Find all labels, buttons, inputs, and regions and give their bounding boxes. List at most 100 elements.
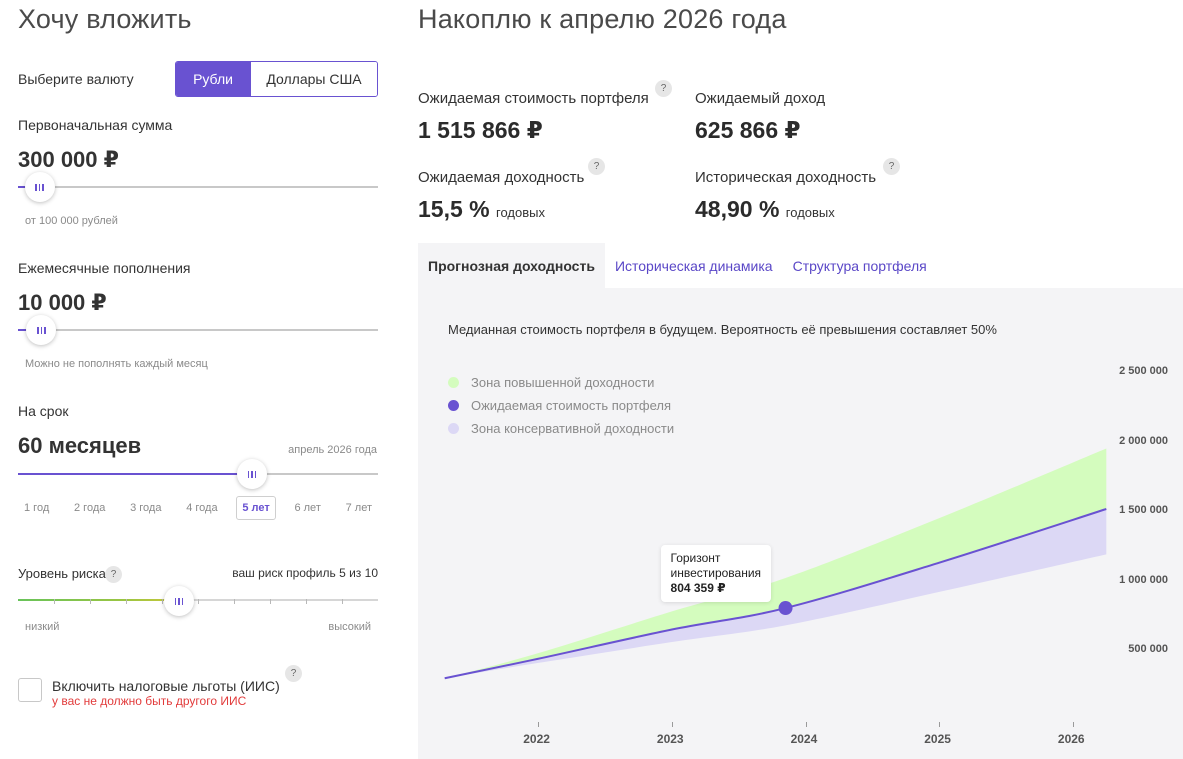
x-tick-label: 2026: [1057, 732, 1085, 746]
legend-expected: Ожидаемая стоимость портфеля: [448, 398, 671, 413]
initial-amount-slider-thumb[interactable]: [24, 172, 55, 202]
term-label: На срок: [18, 403, 69, 419]
result-title: Накоплю к апрелю 2026 года: [418, 4, 787, 34]
x-tick-mark: [939, 722, 941, 727]
initial-amount-label: Первоначальная сумма: [18, 117, 173, 133]
term-slider-thumb[interactable]: [237, 459, 267, 489]
legend-lower-label: Зона консервативной доходности: [471, 421, 675, 436]
expected-value-line: [444, 508, 1107, 680]
term-option[interactable]: 1 год: [24, 502, 50, 514]
monthly-value[interactable]: 10 000 ₽: [18, 290, 107, 315]
term-option[interactable]: 5 лет: [236, 496, 276, 520]
yield-unit: годовых: [496, 205, 545, 220]
income-value: 625 866 ₽: [695, 117, 801, 143]
yield-value-row: 15,5 % годовых: [418, 196, 545, 223]
horizon-tooltip: Горизонт инвестирования 804 359 ₽: [660, 545, 772, 603]
term-value[interactable]: 60 месяцев: [18, 433, 142, 458]
risk-tick: [126, 599, 127, 604]
tab-structure[interactable]: Структура портфеля: [792, 257, 927, 274]
x-tick-label: 2024: [790, 732, 818, 746]
legend-upper-label: Зона повышенной доходности: [471, 375, 655, 390]
legend-lower-zone: Зона консервативной доходности: [448, 421, 674, 436]
x-tick-mark: [538, 722, 540, 727]
y-tick-label: 1 000 000: [1119, 573, 1168, 586]
risk-profile-text: ваш риск профиль 5 из 10: [232, 566, 378, 580]
result-tabs: Прогнозная доходность Историческая динам…: [418, 243, 937, 288]
tax-benefit-checkbox[interactable]: [18, 678, 42, 702]
term-option[interactable]: 3 года: [130, 502, 162, 514]
y-tick-label: 1 500 000: [1119, 504, 1168, 517]
x-tick-mark: [1072, 722, 1074, 727]
initial-amount-hint: от 100 000 рублей: [25, 215, 118, 227]
forecast-chart: [444, 448, 1107, 680]
y-tick-label: 2 500 000: [1119, 365, 1168, 377]
historical-yield-help-icon[interactable]: ?: [883, 158, 900, 175]
tooltip-line2: инвестирования: [670, 566, 762, 581]
initial-amount-track[interactable]: [18, 186, 378, 188]
x-tick-mark: [671, 722, 673, 727]
income-label: Ожидаемый доход: [695, 90, 826, 107]
tab-historical[interactable]: Историческая динамика: [614, 257, 773, 274]
tax-help-icon[interactable]: ?: [285, 665, 302, 682]
y-tick-label: 2 000 000: [1119, 434, 1168, 447]
term-end-date: апрель 2026 года: [288, 444, 377, 456]
term-option[interactable]: 7 лет: [345, 502, 372, 514]
yield-help-icon[interactable]: ?: [588, 158, 605, 175]
term-option[interactable]: 2 года: [74, 502, 106, 514]
grip-icon: [37, 326, 46, 334]
initial-amount-value[interactable]: 300 000 ₽: [18, 147, 119, 172]
tax-benefit-label[interactable]: Включить налоговые льготы (ИИС): [52, 678, 280, 694]
historical-yield-row: 48,90 % годовых: [695, 196, 835, 223]
grip-icon: [247, 470, 257, 478]
monthly-label: Ежемесячные пополнения: [18, 260, 191, 276]
risk-tick: [54, 599, 55, 604]
currency-label: Выберите валюту: [18, 71, 134, 87]
legend-upper-zone: Зона повышенной доходности: [448, 375, 654, 390]
horizon-marker: [778, 601, 793, 616]
risk-tick: [198, 599, 199, 604]
yield-label: Ожидаемая доходность: [418, 169, 585, 186]
portfolio-label: Ожидаемая стоимость портфеля: [418, 90, 649, 107]
tooltip-line1: Горизонт: [670, 551, 721, 566]
risk-help-icon[interactable]: ?: [105, 566, 122, 583]
grip-icon: [35, 183, 44, 191]
legend-expected-swatch: [448, 400, 459, 411]
tooltip-value: 804 359 ₽: [670, 581, 726, 596]
risk-high-label: высокий: [328, 621, 371, 633]
monthly-slider-thumb[interactable]: [26, 315, 57, 345]
monthly-track[interactable]: [18, 329, 378, 331]
monthly-hint: Можно не пополнять каждый месяц: [25, 358, 208, 370]
x-tick-mark: [805, 722, 807, 727]
risk-label: Уровень риска: [18, 566, 106, 581]
risk-tick: [342, 599, 343, 604]
page-title: Хочу вложить: [18, 4, 192, 34]
risk-tick: [90, 599, 91, 604]
x-tick-label: 2023: [656, 732, 684, 746]
risk-tick: [234, 599, 235, 604]
risk-slider-thumb[interactable]: [164, 586, 194, 616]
portfolio-value: 1 515 866 ₽: [418, 117, 543, 143]
legend-lower-swatch: [448, 423, 459, 434]
portfolio-help-icon[interactable]: ?: [655, 80, 672, 97]
risk-low-label: низкий: [25, 621, 60, 633]
historical-yield-unit: годовых: [785, 205, 835, 220]
term-option[interactable]: 6 лет: [294, 502, 321, 514]
term-fill: [18, 473, 252, 475]
historical-yield-value: 48,90 %: [695, 196, 780, 222]
risk-tick: [162, 599, 163, 604]
risk-tick: [270, 599, 271, 604]
yield-value: 15,5 %: [418, 196, 490, 222]
term-options: 1 год 2 года 3 года 4 года 5 лет 6 лет 7 лет: [18, 494, 378, 522]
chart-panel: Медианная стоимость портфеля в будущем. …: [418, 288, 1183, 759]
grip-icon: [174, 597, 184, 605]
chart-caption: Медианная стоимость портфеля в будущем. …: [448, 322, 997, 337]
currency-toggle: Рубли Доллары США: [175, 61, 378, 97]
tab-forecast[interactable]: Прогнозная доходность: [418, 243, 605, 288]
term-option[interactable]: 4 года: [186, 502, 218, 514]
tax-warning: у вас не должно быть другого ИИС: [52, 694, 247, 708]
currency-usd-button[interactable]: Доллары США: [250, 62, 377, 96]
y-tick-label: 500 000: [1128, 643, 1168, 656]
historical-yield-label: Историческая доходность: [695, 169, 877, 186]
legend-expected-label: Ожидаемая стоимость портфеля: [471, 398, 672, 413]
currency-rub-button[interactable]: Рубли: [176, 62, 250, 96]
